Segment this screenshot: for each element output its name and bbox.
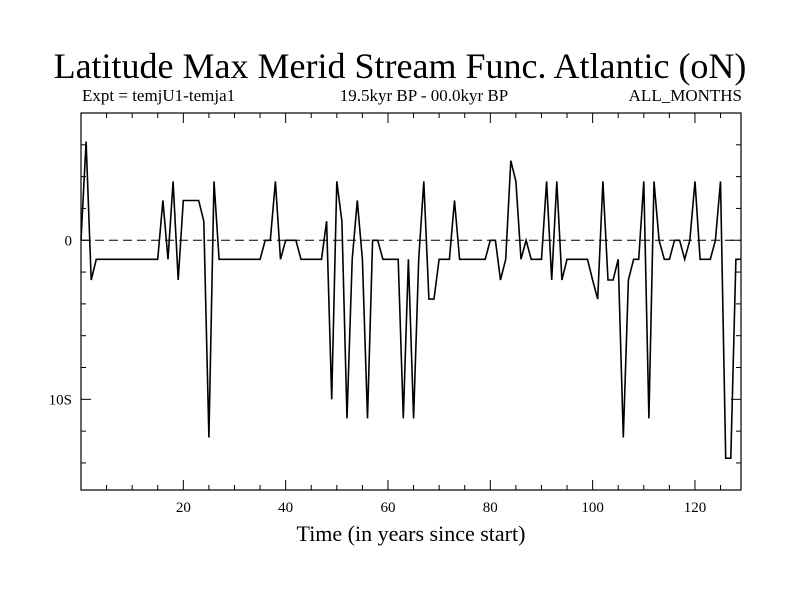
x-tick-label: 120 [684,500,707,516]
y-tick-label: 10S [49,392,72,408]
axis-ticks [81,113,741,490]
x-tick-label: 80 [483,500,498,516]
series-line [80,141,741,460]
x-tick-label: 20 [176,500,191,516]
x-tick-label: 60 [380,500,395,516]
x-axis-label: Time (in years since start) [296,521,526,546]
time-range-label: 19.5kyr BP - 00.0kyr BP [339,86,509,105]
series-group [80,141,741,460]
experiment-label: Expt = temjU1-temja1 [82,86,236,105]
months-label: ALL_MONTHS [628,86,742,105]
tick-labels: 20 40 60 80 100 120 0 10S [49,233,707,516]
x-tick-label: 40 [278,500,293,516]
y-tick-label: 0 [65,233,73,249]
x-tick-label: 100 [581,500,604,516]
plot-frame [80,112,742,491]
chart-title: Latitude Max Merid Stream Func. Atlantic… [53,46,747,86]
